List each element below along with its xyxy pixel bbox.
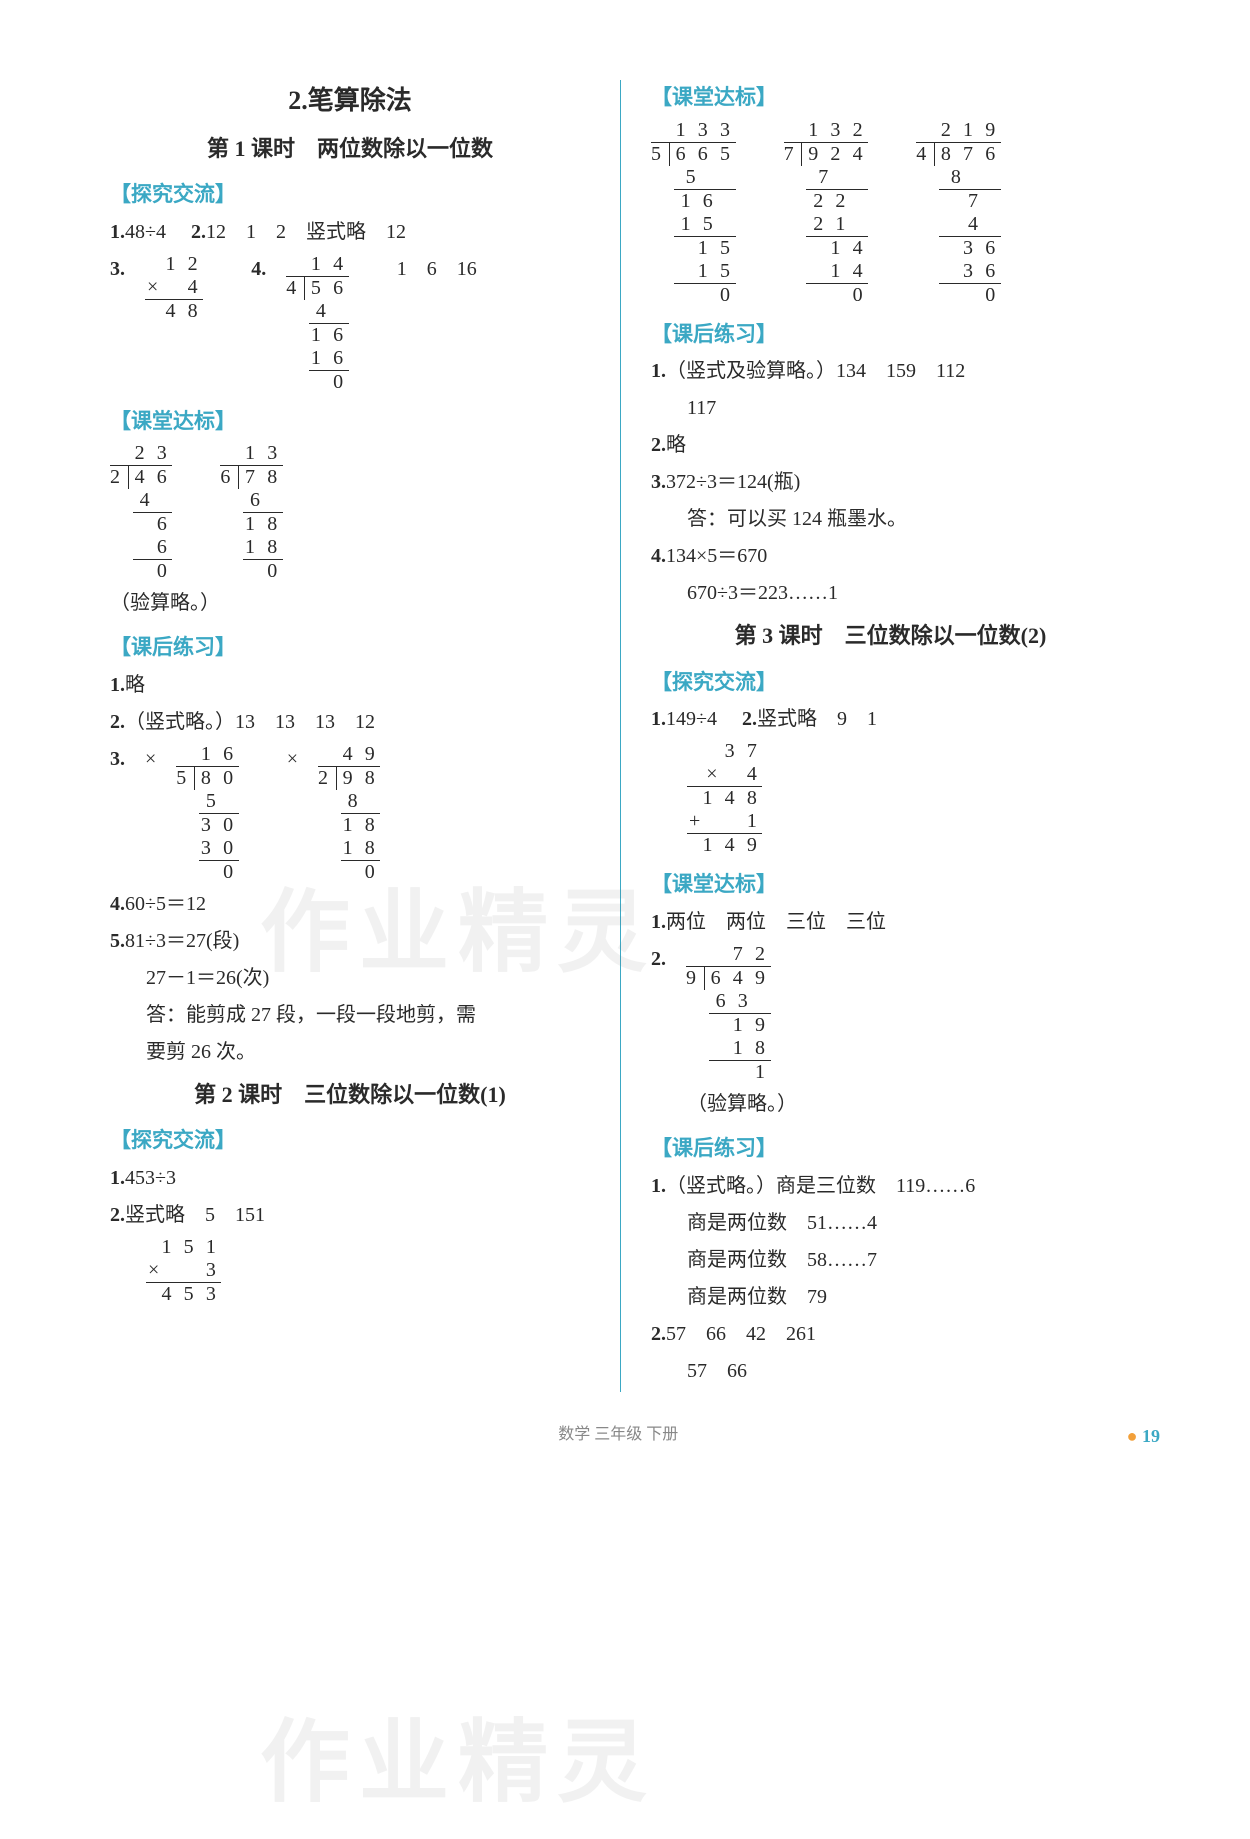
ld-s3: 1 6 [309,347,349,371]
rkh-4a: 4.134×5＝670 [651,540,1130,573]
kh-5c: 答：能剪成 27 段，一段一段地剪，需 [110,999,590,1032]
label-kehou-1: 【课后练习】 [110,630,590,665]
rkh2-1c: 商是两位数 58……7 [651,1244,1130,1277]
lesson-2-title: 第 2 课时 三位数除以一位数(1) [110,1077,590,1113]
ld-dividend: 5 6 [309,277,349,300]
right-column: 【课堂达标】 1 3 3 5 6 6 5 5 1 6 1 5 1 5 1 5 0 [620,80,1130,1392]
ld-s2: 1 6 [309,324,349,347]
label-ketang-r1: 【课堂达标】 [651,80,1130,115]
num-3b: 3. [110,743,125,776]
lesson-1-title: 第 1 课时 两位数除以一位数 [110,131,590,167]
tj-line-1-2: 1.48÷4 2.12 1 2 竖式略 12 [110,216,590,249]
ld-98div2: 4 9 2 9 8 8 1 8 1 8 0 [318,743,380,884]
rkh-3a: 3.372÷3＝124(瓶) [651,466,1130,499]
ld-s1: 4 [309,300,349,324]
ld-quot: 1 4 [286,253,348,277]
kh-3: 3. × 1 6 5 8 0 5 3 0 3 0 0 × 4 9 [110,743,590,884]
ld-924div7: 1 3 2 7 9 2 4 7 2 2 2 1 1 4 1 4 0 [784,119,869,307]
ld-divisor: 4 [286,277,305,300]
label-ketang-r2: 【课堂达标】 [651,867,1130,902]
section-title: 2.笔算除法 [110,80,590,123]
kh-5a: 5.81÷3＝27(段) [110,925,590,958]
num-2: 2. [191,221,206,243]
kt-divisions: 2 3 2 4 6 4 6 6 0 1 3 6 [110,442,590,583]
label-tanjiu-1: 【探究交流】 [110,177,590,212]
left-column: 2.笔算除法 第 1 课时 两位数除以一位数 【探究交流】 1.48÷4 2.1… [110,80,620,1392]
ld-80div5: 1 6 5 8 0 5 3 0 3 0 0 [176,743,238,884]
tj2-2: 2.竖式略 5 151 [110,1199,590,1232]
rkh-1b: 117 [651,392,1130,425]
page-number: ● 19 [1127,1422,1160,1452]
ld-s4: 0 [309,371,349,394]
kh-5b: 27－1＝26(次) [110,962,590,995]
label-tanjiu-2: 【探究交流】 [110,1123,590,1158]
x-mark-2: × [287,743,298,776]
kh-4: 4.60÷5＝12 [110,888,590,921]
two-column-layout: 2.笔算除法 第 1 课时 两位数除以一位数 【探究交流】 1.48÷4 2.1… [110,80,1160,1392]
page-footer: 数学 三年级 下册 ● 19 [110,1422,1160,1448]
num-1: 1. [110,221,125,243]
label-kehou-r2: 【课后练习】 [651,1131,1130,1166]
label-kehou-r1: 【课后练习】 [651,317,1130,352]
rkt2-1: 1.两位 两位 三位 三位 [651,906,1130,939]
footer-text: 数学 三年级 下册 [558,1426,678,1443]
lesson-3-title: 第 3 课时 三位数除以一位数(2) [651,618,1130,654]
rkh-3b: 答：可以买 124 瓶墨水。 [651,503,1130,536]
tj4-tail: 1 6 16 [397,253,477,286]
watermark-2: 作业精灵 [260,1690,656,1839]
rkh2-1a: 1.（竖式略。）商是三位数 119……6 [651,1170,1130,1203]
kh-1: 1.略 [110,669,590,702]
addcheck: 3 7 × 4 1 4 8 + 1 1 4 9 [651,740,1130,857]
vm-r2: × 4 [145,276,203,300]
vm-r3: 4 8 [145,300,203,323]
rkh2-1b: 商是两位数 51……4 [651,1207,1130,1240]
x-mark: × [145,743,156,776]
kh-5d: 要剪 26 次。 [110,1036,590,1069]
mult-12x4: 1 2 × 4 4 8 [145,253,203,323]
label-ketang-1: 【课堂达标】 [110,404,590,439]
rkh-1: 1.（竖式及验算略。）134 159 112 [651,355,1130,388]
tj1-text: 48÷4 [125,221,166,243]
tj2-text: 12 1 2 竖式略 12 [206,221,406,243]
num-4: 4. [251,253,266,286]
kt-3divs: 1 3 3 5 6 6 5 5 1 6 1 5 1 5 1 5 0 1 [651,119,1130,307]
rkt2-note: （验算略。） [651,1088,1130,1121]
ld-876div4: 2 1 9 4 8 7 6 8 7 4 3 6 3 6 0 [916,119,1001,307]
ld-56div4: 1 4 4 5 6 4 1 6 1 6 0 [286,253,348,394]
rkh2-2a: 2.57 66 42 261 [651,1318,1130,1351]
ld-665div5: 1 3 3 5 6 6 5 5 1 6 1 5 1 5 1 5 0 [651,119,736,307]
kh-2: 2.（竖式略。）13 13 13 12 [110,706,590,739]
num-3: 3. [110,253,125,286]
label-tanjiu-r: 【探究交流】 [651,665,1130,700]
rkt2-2: 2. 7 2 9 6 4 9 6 3 1 9 1 8 1 [651,943,1130,1084]
ld-46div2: 2 3 2 4 6 4 6 6 0 [110,442,172,583]
vm-r1: 1 2 [145,253,203,276]
rkh-4b: 670÷3＝223……1 [651,577,1130,610]
rkh-2: 2.略 [651,429,1130,462]
tj-line-3-4: 3. 1 2 × 4 4 8 4. 1 4 4 5 6 4 1 6 1 6 0 [110,253,590,394]
ld-78div6: 1 3 6 7 8 6 1 8 1 8 0 [220,442,282,583]
kt-note: （验算略。） [110,587,590,620]
rkh2-1d: 商是两位数 79 [651,1281,1130,1314]
mult-151x3: 1 5 1 × 3 4 5 3 [110,1236,590,1306]
rtj-1: 1.149÷4 2.竖式略 9 1 [651,703,1130,736]
tj2-1: 1.453÷3 [110,1162,590,1195]
rkh2-2b: 57 66 [651,1355,1130,1388]
ld-649div9: 7 2 9 6 4 9 6 3 1 9 1 8 1 [686,943,771,1084]
